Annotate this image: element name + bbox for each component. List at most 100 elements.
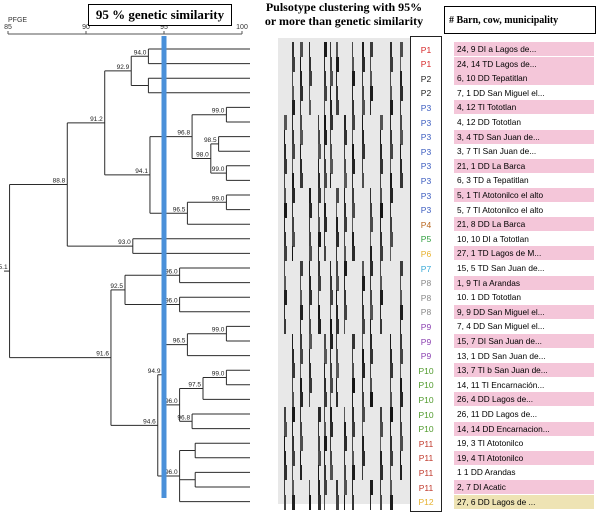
gel-lane: [278, 188, 410, 203]
cutoff-95-line: [161, 36, 167, 498]
gel-lane: [278, 436, 410, 452]
node-similarity-label: 91.2: [90, 116, 103, 123]
node-similarity-label: 99.0: [212, 195, 225, 202]
pulsotype-label: P7: [420, 263, 432, 274]
isolate-row: 4, 12 DD Tototlan: [457, 117, 521, 127]
isolate-row: 27, 6 DD Lagos de ...: [454, 494, 594, 509]
dendrogram-svg: 85 90 95 100PFGE94.092.999.098.599.098.096.…: [0, 17, 250, 503]
pulsotype-title: Pulsotype clustering with 95% or more th…: [264, 0, 424, 28]
gel-lane: [278, 217, 410, 233]
pulsotype-label: P3: [420, 190, 432, 201]
pulsotype-label: P8: [420, 307, 432, 318]
gel-lane: [278, 173, 410, 189]
gel-lane: [278, 100, 410, 116]
gel-lane: [278, 392, 410, 408]
gel-lane: [278, 71, 410, 87]
gel-lane: [278, 261, 410, 276]
isolate-row: 7, 4 DD San Miguel el...: [457, 321, 545, 332]
isolate-row: 19, 4 TI Atotonilco: [454, 450, 594, 465]
node-similarity-label: 96.0: [165, 398, 178, 405]
pulsotype-label: P12: [418, 497, 434, 508]
isolate-row: 1 1 DD Arandas: [457, 467, 516, 478]
isolate-row: 6, 10 DD Tepatitlan: [454, 71, 594, 86]
isolate-row: 5, 1 TI Atotonilco el alto: [454, 188, 594, 202]
isolate-row: 15, 7 DI San Juan de...: [454, 334, 594, 348]
isolate-row: 21, 1 DD La Barca: [454, 158, 594, 173]
isolate-row: 6, 3 TD a Tepatitlan: [457, 175, 529, 186]
pulsotype-label: P11: [418, 467, 434, 478]
pulsotype-label: P2: [420, 73, 432, 84]
node-similarity-label: 98.5: [204, 137, 217, 144]
node-similarity-label: 88.8: [53, 178, 66, 185]
gel-lane: [278, 246, 410, 262]
pulsotype-label: P3: [420, 117, 432, 128]
gel-lane: [278, 348, 410, 364]
node-similarity-label: 96.0: [165, 268, 178, 275]
node-similarity-label: 85.1: [0, 264, 8, 271]
isolate-row: 5, 7 TI Atotonilco el alto: [457, 204, 544, 215]
pulsotype-label: P1: [420, 59, 432, 70]
gel-lane: [278, 42, 410, 57]
isolate-row: 14, 11 TI Encarnación...: [457, 379, 545, 390]
gel-lane: [278, 129, 410, 145]
scale-tick-label: 100: [236, 24, 248, 31]
isolate-row: 4, 12 TI Tototlan: [454, 100, 594, 115]
gel-lane: [278, 158, 410, 174]
node-similarity-label: 92.9: [117, 64, 130, 71]
pulsotype-label: P3: [420, 161, 432, 172]
isolate-row: 19, 3 TI Atotonilco: [457, 438, 524, 449]
node-similarity-label: 94.9: [148, 368, 161, 375]
pulsotype-label: P9: [420, 336, 432, 347]
isolate-row: 10. 1 DD Tototlan: [457, 292, 521, 303]
pulsotype-label: P11: [418, 453, 434, 464]
gel-lane: [278, 450, 410, 466]
isolate-row: 7, 1 DD San Miguel el...: [457, 87, 545, 98]
isolate-row: 13, 7 TI b San Juan de...: [454, 363, 594, 378]
pulsotype-label: P3: [420, 175, 432, 186]
pulsotype-label: P9: [420, 351, 432, 362]
gel-lane: [278, 421, 410, 437]
node-similarity-label: 96.8: [177, 414, 190, 421]
gel-lane: [278, 290, 410, 306]
pulsotype-label: P10: [418, 380, 434, 391]
node-similarity-label: 96.5: [173, 206, 186, 213]
node-similarity-label: 99.0: [212, 327, 225, 334]
node-similarity-label: 91.6: [96, 351, 109, 358]
gel-lane: [278, 115, 410, 130]
gel-lane: [278, 275, 410, 291]
gel-lane: [278, 407, 410, 422]
pulsotype-label: P10: [418, 409, 434, 420]
similarity-title: 95 % genetic similarity: [88, 4, 232, 26]
gel-lane: [278, 494, 410, 510]
pulsotype-label: P3: [420, 102, 432, 113]
node-similarity-label: 94.1: [135, 168, 148, 175]
pulsotype-label: P10: [418, 365, 434, 376]
isolate-row: 26, 11 DD Lagos de...: [457, 409, 538, 419]
pulsotype-column: P1 P1 P2 P2 P3 P3 P3 P3 P3 P3 P3 P3 P4 P5 P6 P7 P8 P8 P8 P9…: [410, 36, 442, 512]
pulsotype-label: P6: [420, 248, 432, 259]
isolate-row: 15, 5 TD San Juan de...: [457, 263, 545, 273]
pfge-gel-image: [278, 38, 410, 510]
isolate-row: 27, 1 TD Lagos de M...: [454, 246, 594, 261]
gel-lane: [278, 304, 410, 320]
isolate-row: 9, 9 DD San Miguel el...: [454, 304, 594, 319]
isolate-row: 13, 1 DD San Juan de...: [457, 350, 546, 361]
node-similarity-label: 93.0: [118, 239, 131, 246]
gel-lane: [278, 202, 410, 218]
node-similarity-label: 94.6: [143, 418, 156, 425]
dendrogram-panel: 85 90 95 100 PFGE 94.0 92.9 99.0 98.5 99.0 98.0 96.…: [0, 0, 262, 512]
isolate-row: 10, 10 DI a Tototlan: [457, 233, 529, 244]
pulsotype-label: P3: [420, 132, 432, 143]
isolate-row: 14, 14 DD Encarnacion...: [454, 421, 594, 436]
scale-tick-label: 95: [160, 24, 168, 31]
node-similarity-label: 96.0: [165, 298, 178, 305]
pulsotype-label: P3: [420, 146, 432, 157]
node-similarity-label: 92.5: [110, 283, 123, 290]
node-similarity-label: 99.0: [212, 166, 225, 173]
pulsotype-label: P1: [420, 44, 432, 55]
scale-tick-label: 90: [82, 24, 90, 31]
scale-tick-label: 85: [4, 24, 12, 31]
scale-label: PFGE: [8, 17, 27, 24]
pulsotype-label: P9: [420, 321, 432, 332]
gel-lane: [278, 56, 410, 72]
